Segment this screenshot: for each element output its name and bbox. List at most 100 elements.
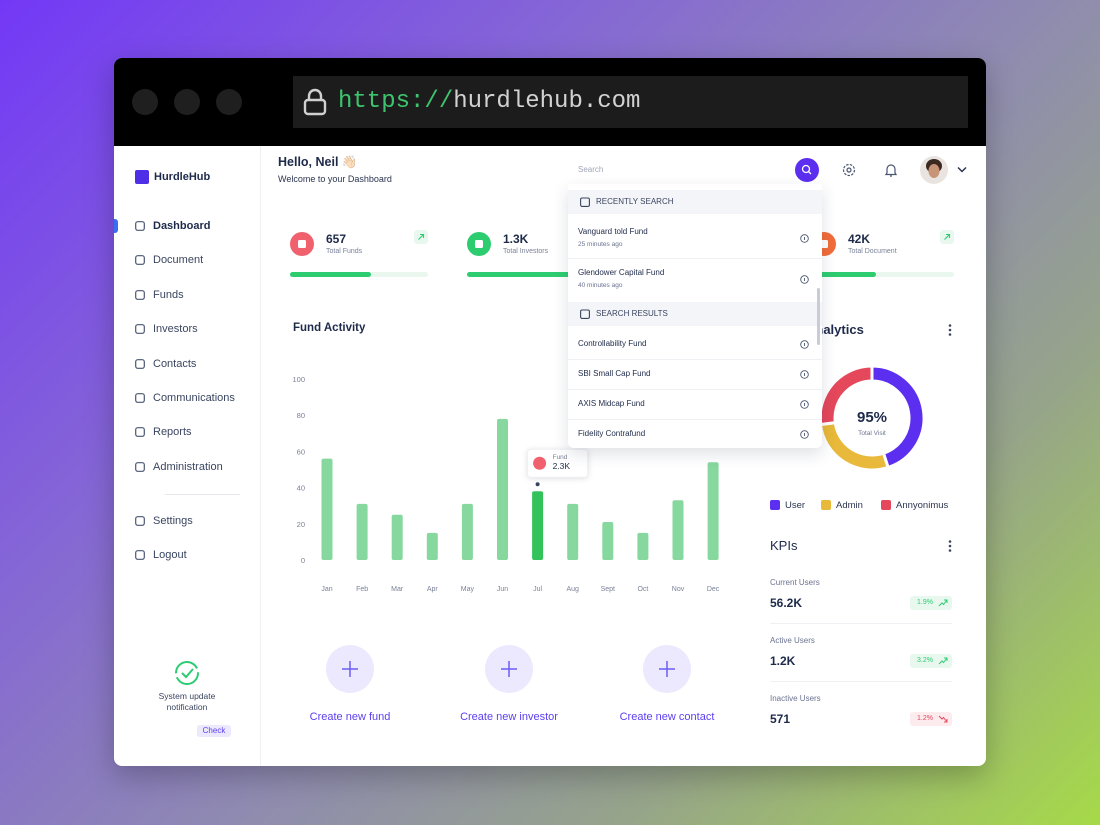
stat-icon-glyph (298, 240, 306, 248)
stat-label: Total Document (848, 248, 897, 255)
nav-icon (135, 461, 145, 472)
nav-item[interactable]: Settings (153, 515, 193, 527)
nav-icon (135, 358, 145, 369)
greeting-subtitle: Welcome to your Dashboard (278, 174, 392, 184)
icon-shape (135, 427, 145, 438)
x-tick-label: Oct (637, 586, 648, 593)
icon-shape (580, 197, 590, 207)
info-ring (800, 400, 809, 409)
update-ring (175, 661, 199, 685)
y-tick-label: 60 (297, 447, 305, 456)
icon-shape (135, 289, 145, 300)
nav-item[interactable]: Communications (153, 392, 235, 404)
stat-icon (290, 232, 314, 256)
plus-button (485, 645, 533, 693)
trend-arrow (944, 233, 951, 240)
stat-label: Total Investors (503, 248, 549, 255)
x-tick-label: Sept (601, 586, 615, 593)
nav-item[interactable]: Reports (153, 426, 192, 439)
section-icon (580, 309, 590, 319)
stat-icon-glyph (475, 240, 483, 248)
stat-label: Total Funds (326, 248, 363, 255)
y-tick-label: 0 (301, 556, 305, 565)
progress-fill (290, 272, 372, 277)
nav-item[interactable]: Investors (153, 323, 198, 336)
section-icon (580, 197, 590, 207)
kpi-change: 3.2% (917, 657, 933, 664)
recent-time: 25 minutes ago (578, 240, 623, 248)
search-placeholder[interactable]: Search (578, 165, 604, 174)
menu-dot (948, 333, 952, 336)
nav-item[interactable]: Logout (153, 549, 187, 562)
quick-action-label: Create new investor (460, 711, 558, 723)
search-button (795, 158, 819, 182)
row-divider (568, 389, 822, 390)
nav-icon (135, 255, 145, 266)
plus-sign (659, 661, 675, 677)
result-name: SBI Small Cap Fund (578, 369, 651, 378)
highlight-dot (535, 482, 540, 487)
x-tick-label: Jan (321, 586, 332, 593)
bell-shape (884, 164, 898, 177)
info-icon (800, 370, 809, 379)
y-tick-label: 80 (297, 411, 305, 420)
x-tick-label: Mar (391, 586, 404, 593)
brand-logo (135, 170, 149, 184)
y-tick-label: 20 (297, 520, 305, 529)
settings-icon (842, 163, 856, 177)
bar (707, 462, 719, 560)
kpi-badge: 1.2% (910, 712, 952, 726)
result-name: AXIS Midcap Fund (578, 399, 645, 408)
bar (461, 503, 473, 560)
dropdown-chevron (957, 166, 967, 173)
sidebar-border (260, 146, 261, 766)
kpi-trend-arrow (938, 657, 948, 665)
kpi-trend-arrow (938, 599, 948, 607)
nav-item[interactable]: Contacts (153, 357, 197, 370)
window-dot (216, 89, 242, 115)
url-host: hurdlehub.com (453, 88, 641, 115)
y-tick-label: 40 (297, 484, 305, 493)
tooltip-icon (533, 456, 547, 470)
result-name: Controllability Fund (578, 339, 647, 348)
nav-icon (135, 221, 145, 231)
result-name: Fidelity Contrafund (578, 429, 646, 438)
y-tick-label: 100 (292, 375, 305, 384)
nav-item[interactable]: Funds (153, 288, 184, 301)
bar (672, 500, 684, 560)
browser-window (114, 58, 986, 766)
info-ring (800, 340, 809, 349)
section-title: RECENTLY SEARCH (596, 197, 674, 206)
kpi-badge: 3.2% (910, 654, 952, 668)
progress-track (812, 272, 954, 277)
menu-dot (948, 540, 952, 543)
legend-swatch (770, 500, 780, 510)
arrow (938, 657, 948, 665)
x-tick-label: Apr (427, 586, 439, 593)
stat-value: 1.3K (503, 232, 529, 246)
icon-shape (135, 461, 145, 472)
x-tick-label: Dec (707, 586, 720, 593)
icon-shape (580, 309, 590, 319)
plus-sign (342, 661, 358, 677)
nav-item[interactable]: Document (153, 254, 204, 267)
recent-time: 40 minutes ago (578, 281, 623, 289)
row-divider (568, 419, 822, 420)
donut-segment (818, 364, 874, 427)
nav-item[interactable]: Dashboard (153, 220, 211, 232)
search-glass (801, 164, 811, 174)
stat-icon-glyph (820, 240, 828, 248)
donut-center-value: 95% (857, 409, 887, 426)
nav-item[interactable]: Administration (153, 460, 223, 473)
bar (356, 503, 368, 560)
info-ring (800, 275, 809, 284)
info-icon (800, 340, 809, 349)
plus-button (326, 645, 374, 693)
kpi-change: 1.2% (917, 715, 933, 722)
lock-shackle (307, 88, 323, 100)
bar (321, 458, 333, 560)
x-tick-label: May (461, 586, 475, 593)
check-button[interactable]: Check (197, 725, 231, 737)
bar (426, 532, 438, 560)
